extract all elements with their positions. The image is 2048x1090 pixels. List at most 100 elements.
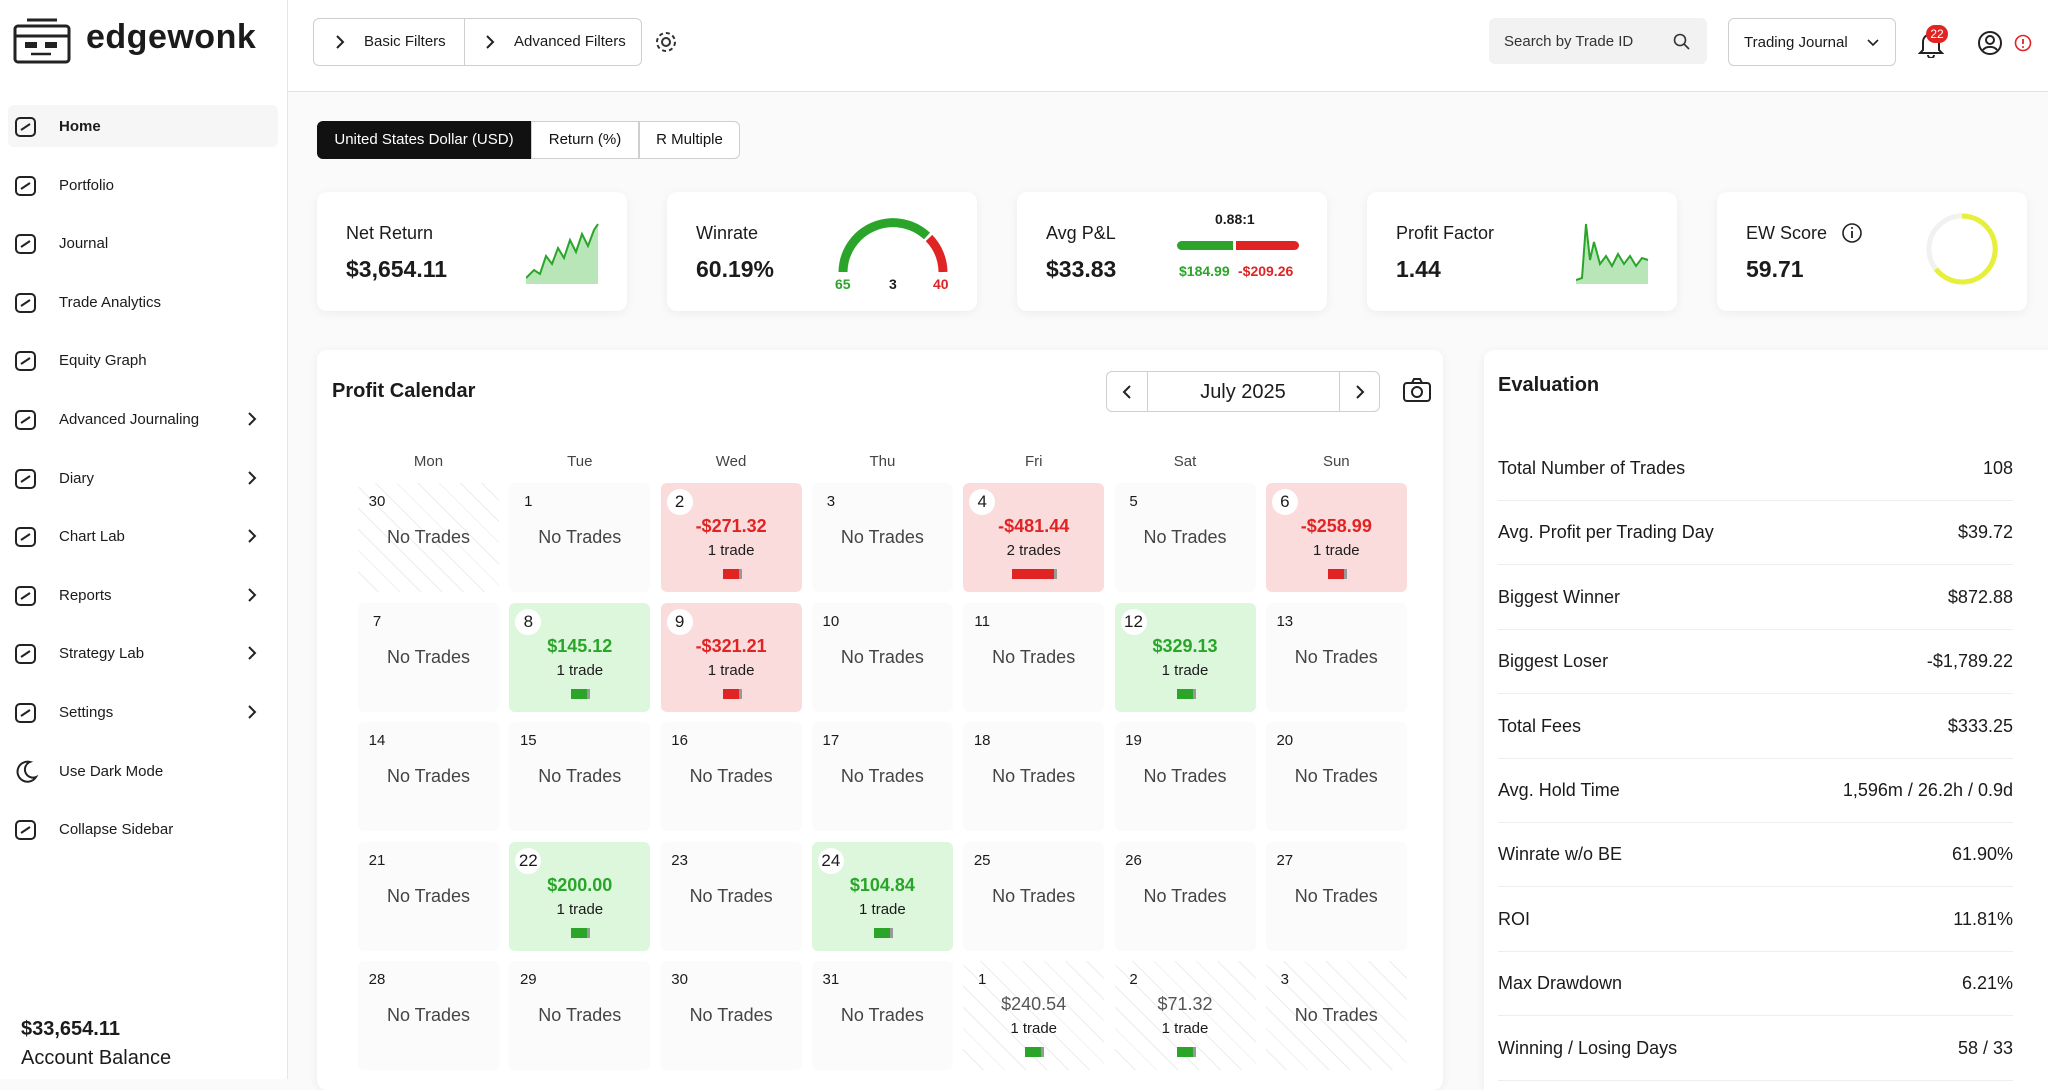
calendar-day[interactable]: 2 -$271.32 1 trade bbox=[660, 483, 802, 592]
calendar-day[interactable]: 30 No Trades bbox=[358, 483, 499, 592]
day-trades: 1 trade bbox=[556, 661, 604, 679]
day-pnl: -$258.99 bbox=[1300, 516, 1372, 536]
search-placeholder: Search by Trade ID bbox=[1504, 33, 1634, 50]
sidebar-item[interactable]: Advanced Journaling bbox=[8, 398, 278, 440]
calendar-day[interactable]: 23 No Trades bbox=[660, 841, 802, 951]
calendar-day[interactable]: 22 $200.00 1 trade bbox=[509, 841, 651, 951]
calendar-day[interactable]: 24 $104.84 1 trade bbox=[811, 841, 953, 951]
calendar-day[interactable]: 19 No Trades bbox=[1114, 722, 1256, 832]
eval-divider bbox=[1498, 564, 2013, 566]
day-pnl: $240.54 bbox=[1001, 994, 1067, 1015]
day-number: 29 bbox=[519, 971, 537, 989]
eval-value: -$1,789.22 bbox=[1926, 651, 2013, 672]
filter-label: Advanced Filters bbox=[514, 33, 626, 50]
sidebar-item[interactable]: Strategy Lab bbox=[8, 632, 278, 674]
calendar-day[interactable]: 3 No Trades bbox=[1265, 961, 1407, 1071]
journal-select[interactable]: Trading Journal bbox=[1728, 18, 1896, 66]
calendar-day[interactable]: 28 No Trades bbox=[358, 961, 499, 1071]
sidebar-item[interactable]: Home bbox=[8, 105, 278, 147]
calendar-day[interactable]: 26 No Trades bbox=[1114, 841, 1256, 951]
sparkline bbox=[526, 223, 599, 284]
eval-divider bbox=[1498, 886, 2013, 888]
calendar-day[interactable]: 9 -$321.21 1 trade bbox=[660, 602, 802, 712]
eval-label: Avg. Hold Time bbox=[1498, 780, 1620, 800]
calendar-day[interactable]: 12 $329.13 1 trade bbox=[1114, 602, 1256, 712]
currency-tab[interactable]: Return (%) bbox=[531, 121, 639, 159]
trade-bar bbox=[571, 927, 591, 938]
sidebar-item[interactable]: Portfolio bbox=[8, 164, 278, 206]
sidebar-item[interactable]: Settings bbox=[8, 691, 278, 733]
stat-card: Avg P&L $33.83 0.88:1 $184.99 -$209.26 bbox=[1017, 192, 1327, 311]
eval-value: 108 bbox=[1982, 458, 2013, 478]
calendar-day[interactable]: 21 No Trades bbox=[358, 841, 499, 951]
weekday-label: Wed bbox=[715, 453, 747, 470]
avg-loss: -$209.26 bbox=[1238, 263, 1294, 279]
day-text: No Trades bbox=[1143, 885, 1227, 906]
calendar-day[interactable]: 15 No Trades bbox=[509, 722, 651, 832]
calendar-day[interactable]: 1 $240.54 1 trade bbox=[963, 961, 1105, 1071]
calendar-day[interactable]: 20 No Trades bbox=[1265, 722, 1407, 832]
currency-tab[interactable]: United States Dollar (USD) bbox=[317, 121, 531, 159]
calendar-day[interactable]: 11 No Trades bbox=[963, 602, 1105, 712]
sidebar-item[interactable]: Journal bbox=[8, 222, 278, 264]
sidebar-item[interactable]: Equity Graph bbox=[8, 339, 278, 381]
calendar-day[interactable]: 13 No Trades bbox=[1265, 602, 1407, 712]
calendar-day[interactable]: 1 No Trades bbox=[509, 483, 651, 592]
sidebar-item[interactable]: Collapse Sidebar bbox=[8, 808, 278, 850]
nav-icon bbox=[15, 234, 36, 255]
day-pnl: $200.00 bbox=[547, 874, 613, 895]
calendar-day[interactable]: 8 $145.12 1 trade bbox=[509, 602, 651, 712]
day-text: No Trades bbox=[1143, 766, 1227, 787]
calendar-day[interactable]: 4 -$481.44 2 trades bbox=[963, 483, 1105, 592]
nav-icon bbox=[15, 820, 36, 841]
calendar-day[interactable]: 6 -$258.99 1 trade bbox=[1265, 483, 1407, 592]
nav-label: Journal bbox=[59, 235, 109, 253]
balance-label: Account Balance bbox=[21, 1047, 172, 1069]
eval-value: 6.21% bbox=[1961, 973, 2013, 994]
prev-month[interactable] bbox=[1107, 372, 1148, 411]
calendar-day[interactable]: 18 No Trades bbox=[963, 722, 1105, 832]
calendar-day[interactable]: 25 No Trades bbox=[963, 841, 1105, 951]
sidebar-item[interactable]: Diary bbox=[8, 457, 278, 499]
calendar-day[interactable]: 17 No Trades bbox=[811, 722, 953, 832]
weekday-label: Thu bbox=[869, 453, 896, 470]
day-number: 2 bbox=[1129, 971, 1138, 989]
day-number: 5 bbox=[1129, 493, 1138, 510]
calendar-day[interactable]: 3 No Trades bbox=[811, 483, 953, 592]
chevron-icon bbox=[248, 412, 257, 426]
calendar-day[interactable]: 5 No Trades bbox=[1114, 483, 1256, 592]
search-box[interactable]: Search by Trade ID bbox=[1489, 18, 1707, 64]
calendar-day[interactable]: 30 No Trades bbox=[660, 961, 802, 1071]
day-text: No Trades bbox=[840, 1005, 924, 1026]
sidebar-item[interactable]: Trade Analytics bbox=[8, 281, 278, 323]
filter-button[interactable]: Basic Filters bbox=[314, 19, 464, 65]
evaluation-title: Evaluation bbox=[1498, 374, 1600, 396]
sidebar-item[interactable]: Use Dark Mode bbox=[8, 750, 278, 792]
info-icon bbox=[1842, 223, 1862, 243]
calendar-day[interactable]: 16 No Trades bbox=[660, 722, 802, 832]
sidebar-item[interactable]: Chart Lab bbox=[8, 515, 278, 557]
day-trades: 1 trade bbox=[1161, 1020, 1209, 1038]
winrate-gauge bbox=[838, 218, 948, 273]
day-number: 20 bbox=[1276, 732, 1294, 750]
calendar-day[interactable]: 10 No Trades bbox=[811, 602, 953, 712]
next-month[interactable] bbox=[1339, 372, 1380, 411]
currency-tab[interactable]: R Multiple bbox=[639, 121, 740, 159]
calendar-day[interactable]: 27 No Trades bbox=[1265, 841, 1407, 951]
calendar-day[interactable]: 31 No Trades bbox=[811, 961, 953, 1071]
day-number: 3 bbox=[826, 493, 836, 510]
weekday-label: Sun bbox=[1322, 453, 1350, 470]
gauge-breakeven: 3 bbox=[889, 276, 897, 292]
calendar-day[interactable]: 29 No Trades bbox=[509, 961, 651, 1071]
calendar-day[interactable]: 14 No Trades bbox=[358, 722, 499, 832]
sidebar-item[interactable]: Reports bbox=[8, 574, 278, 616]
calendar-day[interactable]: 2 $71.32 1 trade bbox=[1114, 961, 1256, 1071]
day-pnl: -$481.44 bbox=[998, 516, 1070, 536]
eval-label: Winrate w/o BE bbox=[1498, 844, 1623, 865]
weekday-label: Tue bbox=[567, 453, 593, 470]
eval-label: Avg. Profit per Trading Day bbox=[1498, 522, 1714, 543]
filter-button[interactable]: Advanced Filters bbox=[464, 19, 641, 65]
calendar-day[interactable]: 7 No Trades bbox=[358, 602, 499, 712]
weekday-label: Fri bbox=[1024, 453, 1043, 470]
day-pnl: -$321.21 bbox=[695, 635, 767, 656]
